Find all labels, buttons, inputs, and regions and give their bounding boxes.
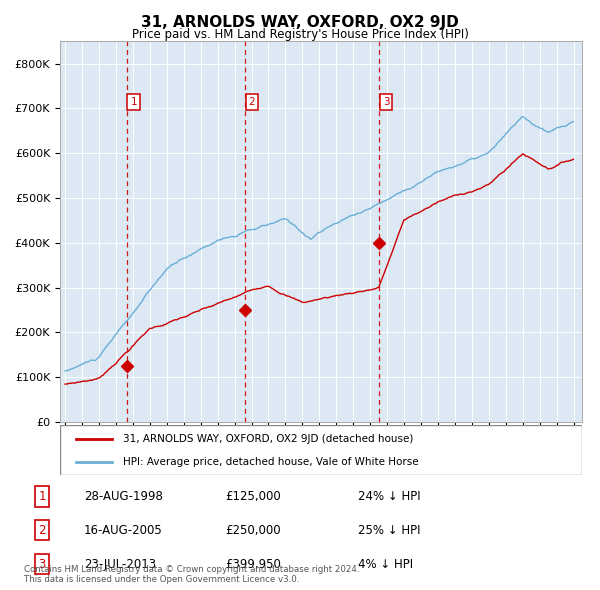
Text: 24% ↓ HPI: 24% ↓ HPI [358,490,420,503]
Text: 2: 2 [38,524,46,537]
Text: £250,000: £250,000 [225,524,281,537]
Text: 28-AUG-1998: 28-AUG-1998 [84,490,163,503]
Text: £399,950: £399,950 [225,558,281,571]
Text: 31, ARNOLDS WAY, OXFORD, OX2 9JD (detached house): 31, ARNOLDS WAY, OXFORD, OX2 9JD (detach… [122,434,413,444]
Text: 31, ARNOLDS WAY, OXFORD, OX2 9JD: 31, ARNOLDS WAY, OXFORD, OX2 9JD [141,15,459,30]
Text: 1: 1 [130,97,137,107]
Text: 23-JUL-2013: 23-JUL-2013 [84,558,156,571]
Text: 3: 3 [383,97,389,107]
Text: 4% ↓ HPI: 4% ↓ HPI [358,558,413,571]
Text: £125,000: £125,000 [225,490,281,503]
Text: 25% ↓ HPI: 25% ↓ HPI [358,524,420,537]
Text: Price paid vs. HM Land Registry's House Price Index (HPI): Price paid vs. HM Land Registry's House … [131,28,469,41]
Text: 3: 3 [38,558,46,571]
Text: 1: 1 [38,490,46,503]
Text: Contains HM Land Registry data © Crown copyright and database right 2024.
This d: Contains HM Land Registry data © Crown c… [23,565,359,584]
Text: HPI: Average price, detached house, Vale of White Horse: HPI: Average price, detached house, Vale… [122,457,418,467]
Text: 2: 2 [248,97,255,107]
Text: 16-AUG-2005: 16-AUG-2005 [84,524,163,537]
